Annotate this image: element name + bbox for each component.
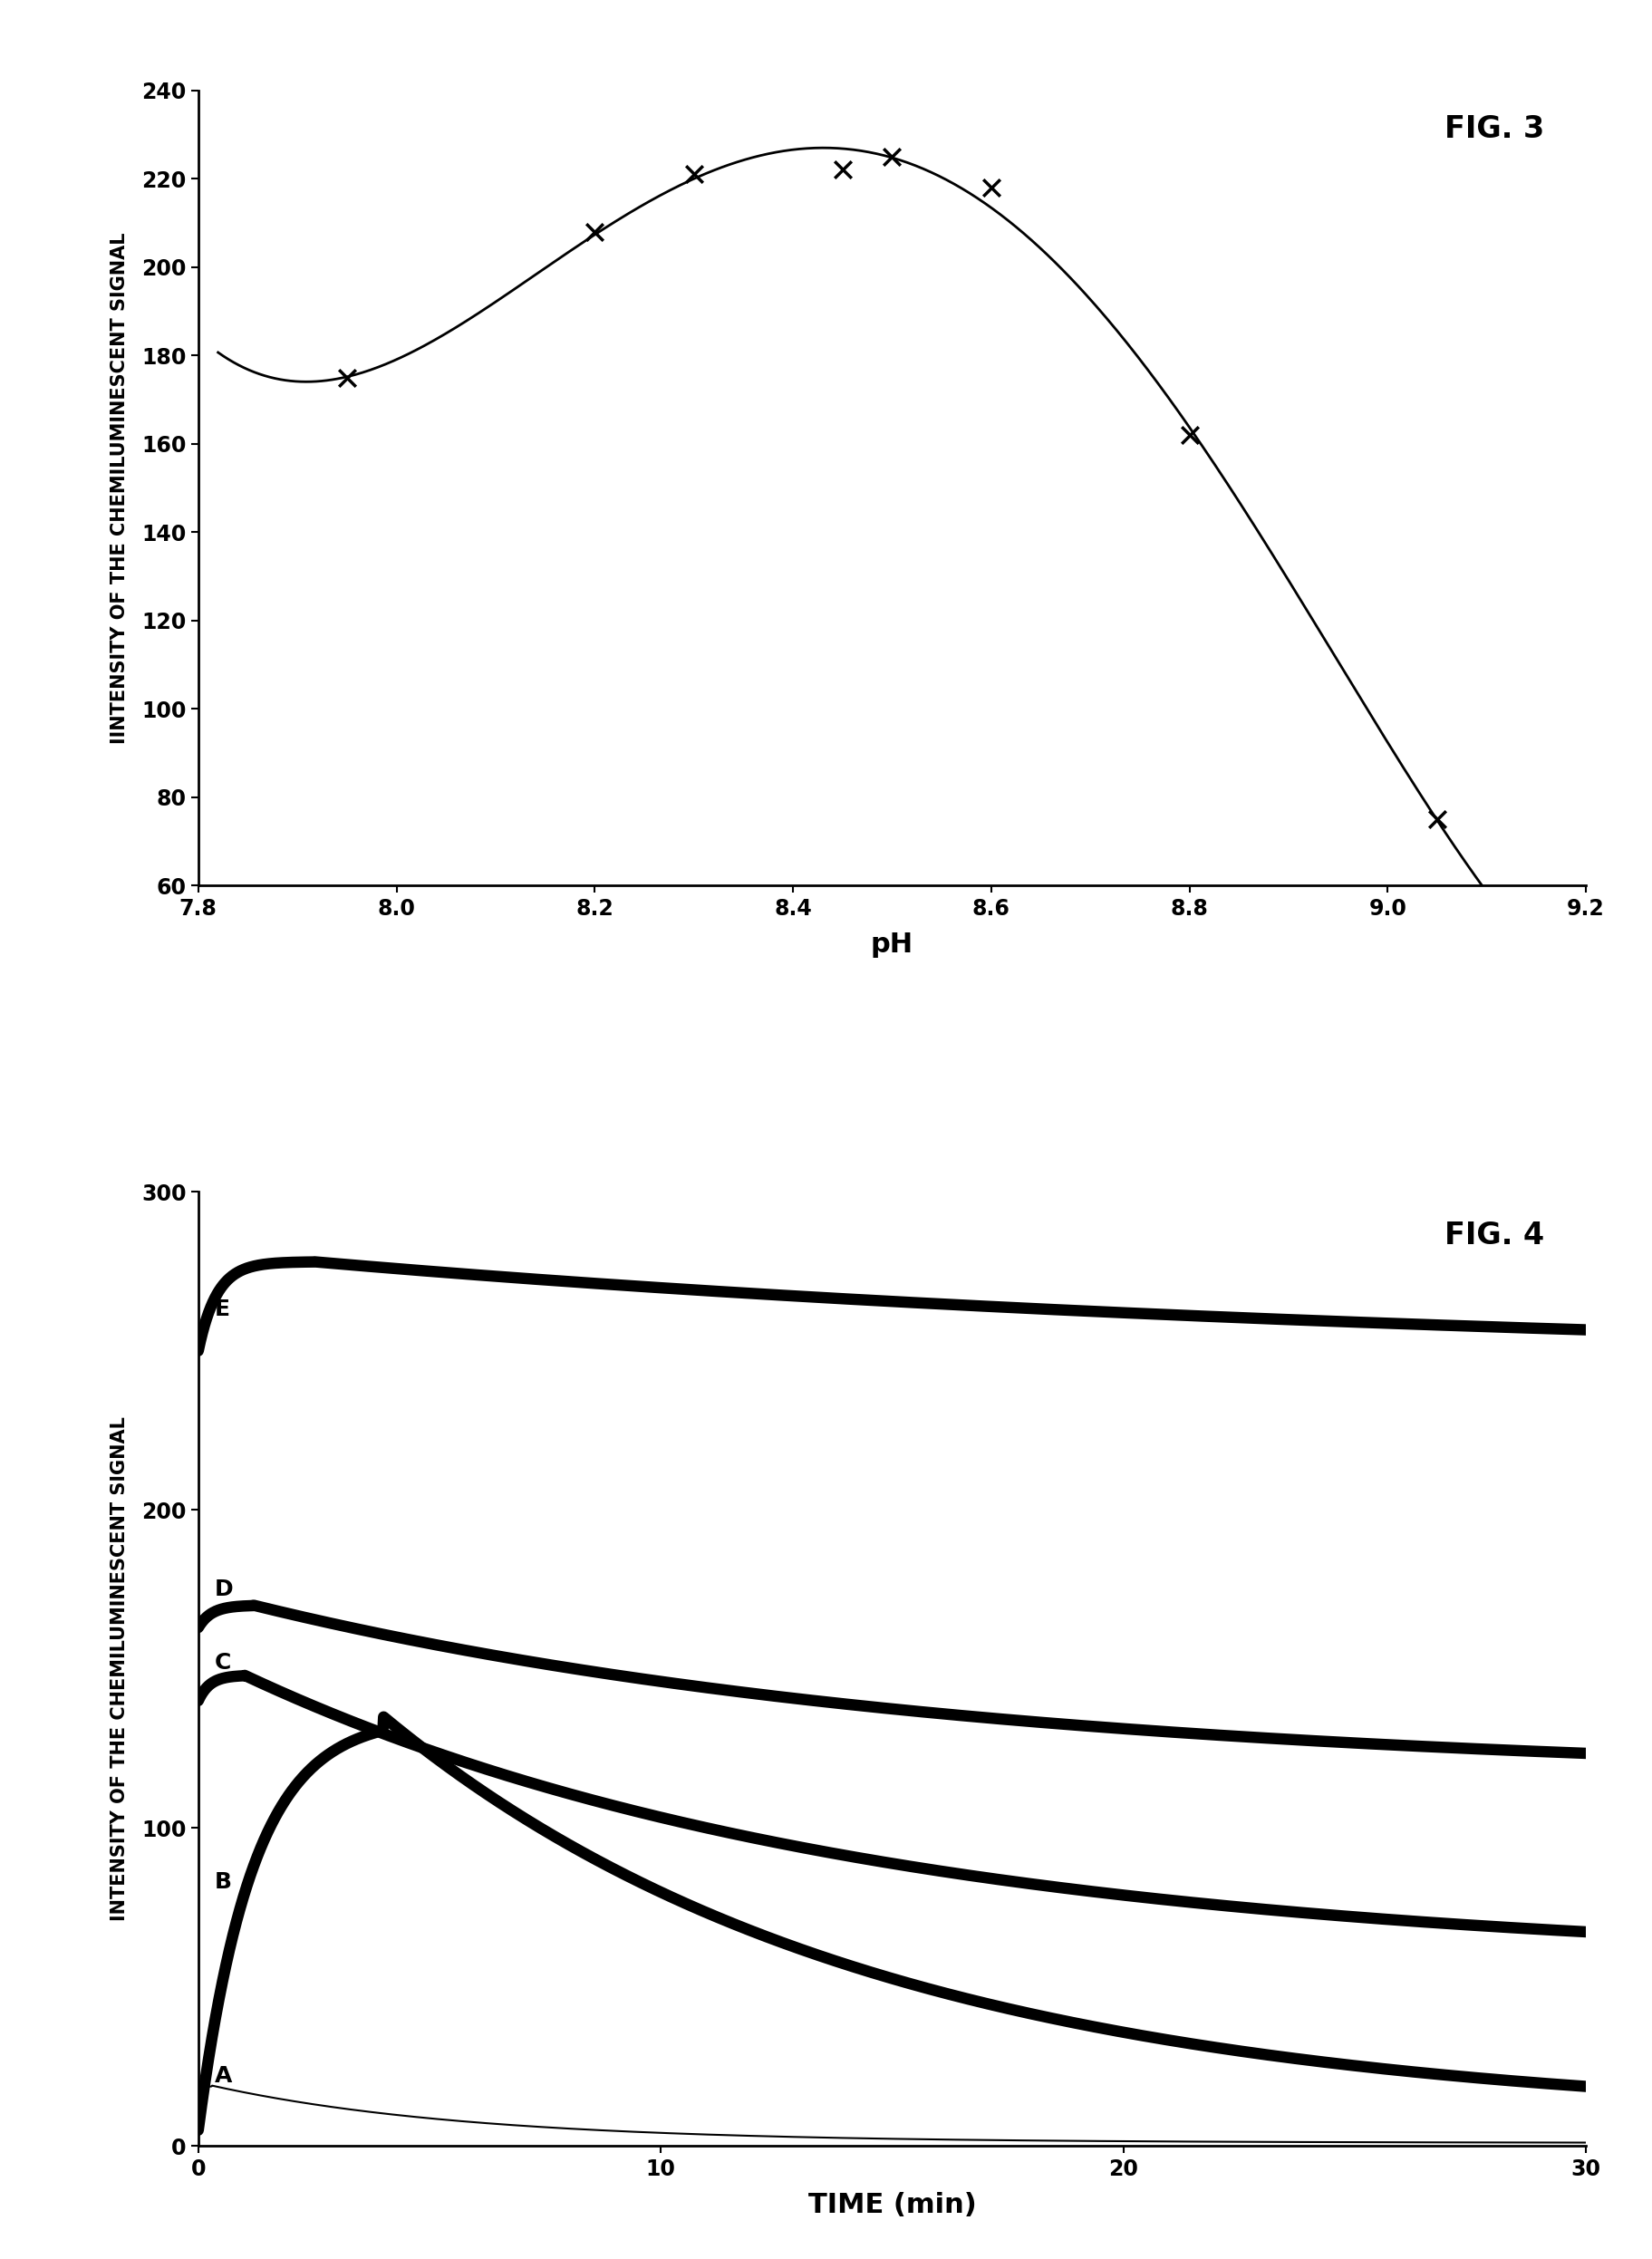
Point bbox=[978, 169, 1004, 206]
Text: E: E bbox=[215, 1299, 230, 1319]
Y-axis label: IINTENSITY OF THE CHEMILUMINESCENT SIGNAL: IINTENSITY OF THE CHEMILUMINESCENT SIGNA… bbox=[111, 233, 129, 743]
Point bbox=[1424, 802, 1450, 838]
Point bbox=[879, 138, 905, 174]
Point bbox=[681, 156, 707, 192]
Text: C: C bbox=[215, 1651, 231, 1674]
Point bbox=[1176, 418, 1203, 454]
Text: A: A bbox=[215, 2065, 231, 2087]
Text: FIG. 3: FIG. 3 bbox=[1444, 115, 1545, 145]
Point bbox=[582, 215, 608, 251]
Y-axis label: INTENSITY OF THE CHEMILUMINESCENT SIGNAL: INTENSITY OF THE CHEMILUMINESCENT SIGNAL bbox=[111, 1416, 129, 1920]
Text: D: D bbox=[215, 1579, 233, 1599]
Text: FIG. 4: FIG. 4 bbox=[1444, 1220, 1545, 1249]
Text: B: B bbox=[215, 1870, 231, 1893]
Point bbox=[829, 151, 856, 187]
X-axis label: TIME (min): TIME (min) bbox=[808, 2191, 976, 2218]
X-axis label: pH: pH bbox=[871, 933, 914, 958]
Point bbox=[334, 359, 360, 395]
